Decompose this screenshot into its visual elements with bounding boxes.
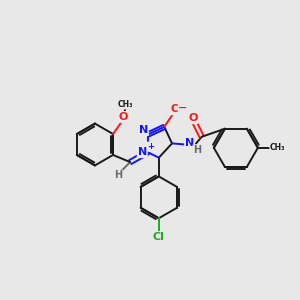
Text: CH₃: CH₃ <box>270 143 285 152</box>
Text: +: + <box>148 142 154 151</box>
Text: O: O <box>171 104 180 114</box>
Text: O: O <box>118 112 128 122</box>
Text: H: H <box>193 145 201 155</box>
Text: N: N <box>138 147 147 157</box>
Text: CH₃: CH₃ <box>118 100 133 109</box>
Text: N: N <box>185 138 194 148</box>
Text: N: N <box>139 125 148 135</box>
Text: Cl: Cl <box>153 232 165 242</box>
Text: −: − <box>178 103 188 113</box>
Text: H: H <box>114 170 122 180</box>
Text: O: O <box>188 113 198 123</box>
